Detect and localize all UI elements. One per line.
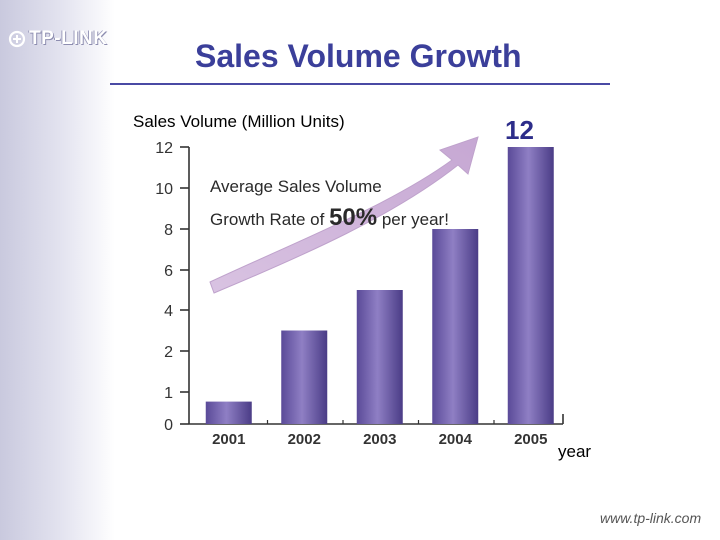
x-tick-label-2001: 2001 — [212, 431, 245, 448]
y-tick-label: 2 — [164, 344, 173, 361]
bar-2003 — [356, 290, 403, 424]
x-tick-label-2003: 2003 — [363, 431, 396, 448]
y-tick-label: 10 — [155, 181, 173, 198]
sidebar-band — [0, 0, 115, 540]
tp-link-logo-icon — [8, 30, 26, 48]
y-tick-label: 6 — [164, 263, 173, 280]
brand-logo-text: TP-LINK — [29, 28, 108, 49]
y-tick-label: 0 — [164, 417, 173, 434]
y-tick-label: 8 — [164, 222, 173, 239]
title-divider — [110, 83, 610, 85]
x-axis-title: year — [558, 442, 592, 461]
page-title: Sales Volume Growth — [195, 38, 522, 74]
annotation-prefix: Growth Rate of — [210, 210, 325, 229]
x-tick-labels: 2001 2002 2003 2004 2005 — [212, 431, 547, 448]
y-tick-label: 12 — [155, 140, 173, 157]
bar-series — [205, 147, 554, 424]
x-tick-label-2005: 2005 — [514, 431, 547, 448]
bar-2004 — [432, 229, 479, 424]
y-axis-title: Sales Volume (Million Units) — [133, 112, 345, 131]
growth-rate: 50% — [329, 204, 378, 231]
growth-arrow — [209, 136, 479, 294]
bar-2001 — [205, 401, 252, 424]
y-tick-label: 1 — [164, 385, 173, 402]
footer-url: www.tp-link.com — [600, 510, 702, 526]
x-tick-label-2002: 2002 — [288, 431, 321, 448]
annotation-line-2: Growth Rate of 50% per year! — [210, 204, 449, 232]
highlight-value: 12 — [505, 115, 534, 145]
annotation-line-1: Average Sales Volume — [210, 177, 382, 196]
x-tick-label-2004: 2004 — [439, 431, 473, 448]
brand-logo: TP-LINK — [8, 28, 107, 50]
bar-2005 — [507, 147, 554, 424]
y-tick-label: 4 — [164, 303, 173, 320]
annotation-suffix: per year! — [381, 210, 449, 229]
bar-2002 — [281, 330, 328, 424]
